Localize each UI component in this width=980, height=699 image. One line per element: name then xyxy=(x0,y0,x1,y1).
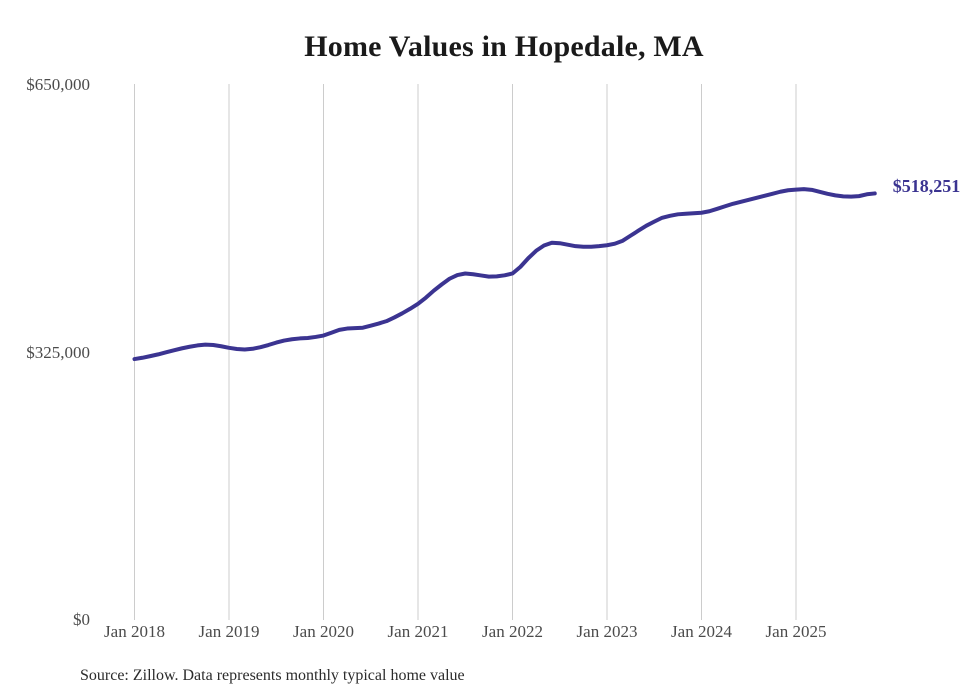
y-tick-label: $650,000 xyxy=(26,75,90,94)
y-tick-label: $0 xyxy=(73,610,90,629)
end-value-label: $518,251 xyxy=(892,176,961,197)
x-tick-label: Jan 2018 xyxy=(104,622,165,641)
x-tick-label: Jan 2019 xyxy=(198,622,260,641)
x-tick-label: Jan 2020 xyxy=(293,622,354,641)
chart-title: Home Values in Hopedale, MA xyxy=(304,30,704,63)
x-tick-label: Jan 2024 xyxy=(671,622,732,641)
y-tick-label: $325,000 xyxy=(26,342,90,362)
x-tick-label: Jan 2023 xyxy=(576,622,638,641)
x-tick-label: Jan 2022 xyxy=(482,622,543,641)
source-note: Source: Zillow. Data represents monthly … xyxy=(80,667,465,684)
x-tick-label: Jan 2021 xyxy=(387,622,449,641)
home-value-series-line xyxy=(132,187,877,362)
x-tick-label: Jan 2025 xyxy=(765,622,827,641)
